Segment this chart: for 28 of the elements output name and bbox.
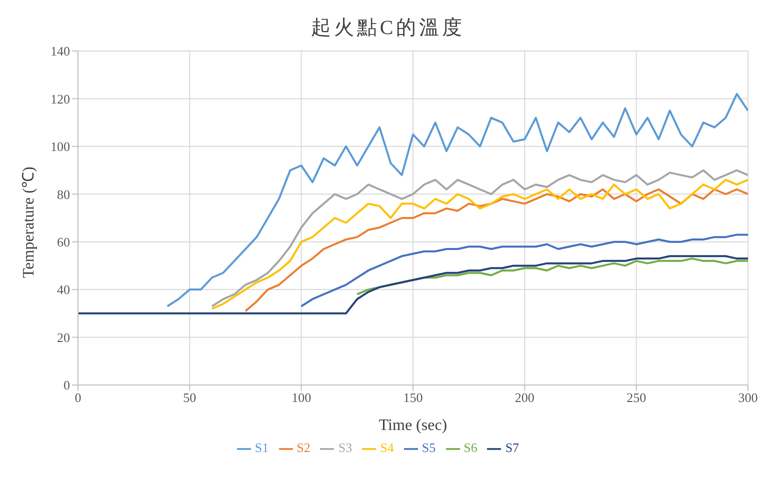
x-axis-title: Time (sec) xyxy=(378,416,448,434)
legend-label: S3 xyxy=(338,440,352,455)
legend-label: S7 xyxy=(505,440,520,455)
y-axis-title: Temperature (℃) xyxy=(20,166,38,278)
x-tick-label: 100 xyxy=(292,390,312,406)
x-tick-label: 300 xyxy=(738,390,758,406)
y-tick-label: 120 xyxy=(50,91,70,106)
y-tick-label: 140 xyxy=(50,44,70,59)
x-tick-label: 150 xyxy=(403,390,423,406)
x-tick-label: 50 xyxy=(183,390,196,406)
x-tick-label: 0 xyxy=(74,390,82,406)
legend-label: S4 xyxy=(380,440,394,455)
legend-label: S5 xyxy=(422,440,436,455)
line-series xyxy=(78,255,748,314)
x-tick-label: 250 xyxy=(626,390,646,406)
line-series xyxy=(166,92,748,308)
legend-label: S6 xyxy=(464,440,478,455)
y-tick-label: 100 xyxy=(50,139,70,154)
y-tick-label: 60 xyxy=(57,234,70,250)
x-tick-label: 200 xyxy=(514,390,534,406)
line-series xyxy=(300,234,748,308)
legend-label: S2 xyxy=(296,440,310,455)
y-tick-label: 0 xyxy=(64,378,70,393)
legend-label: S1 xyxy=(254,440,269,455)
y-tick-label: 40 xyxy=(57,282,70,298)
y-tick-label: 80 xyxy=(57,186,70,202)
y-tick-label: 20 xyxy=(57,330,70,345)
chart-title: 起火點C的溫度 xyxy=(310,16,466,41)
